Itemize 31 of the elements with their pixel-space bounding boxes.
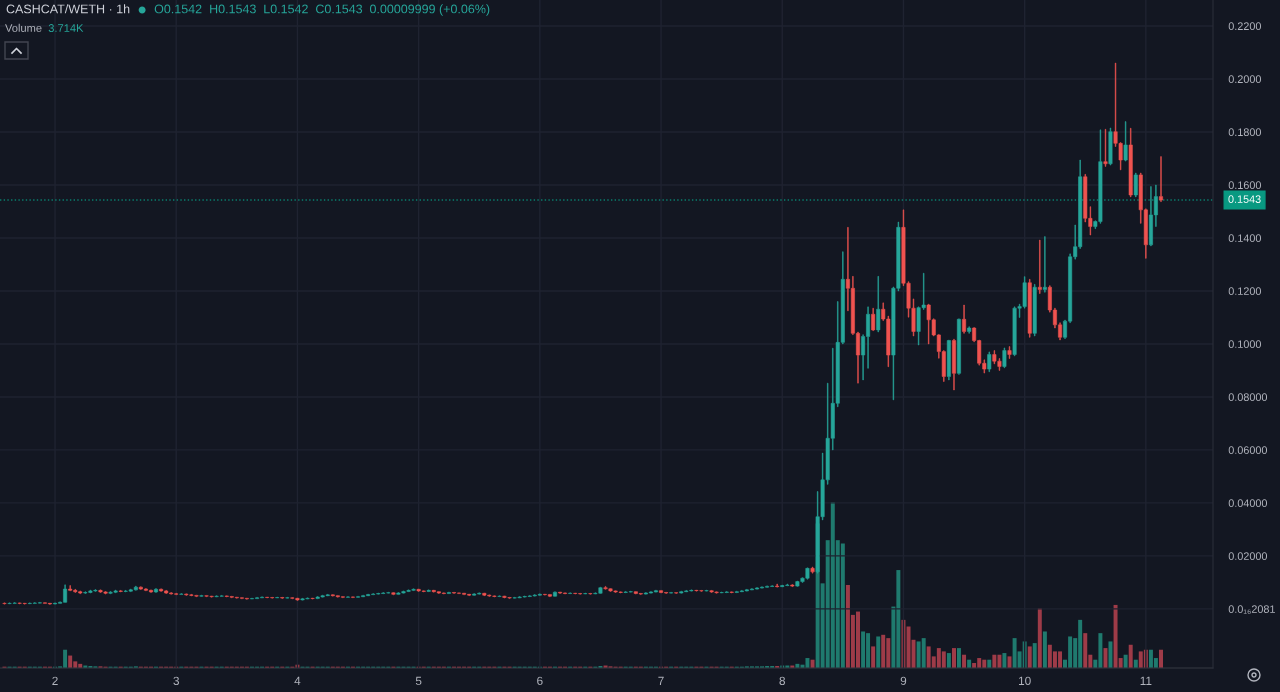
- y-tick-label: 0.04000: [1228, 499, 1268, 507]
- chart-title: Volume: [5, 23, 42, 32]
- x-tick-label: 3: [173, 676, 179, 685]
- x-tick-label: 2: [52, 676, 58, 685]
- y-tick-label: 0.2200: [1228, 22, 1261, 30]
- x-tick-label: 7: [658, 676, 664, 685]
- y-tick-label: 0.1600: [1228, 181, 1261, 189]
- y-tick-label: 0.0₁₆2081: [1228, 605, 1275, 614]
- y-tick-label: 0.1400: [1228, 234, 1261, 242]
- annotation: 3.714K: [48, 24, 84, 32]
- x-tick-label: 9: [900, 676, 907, 685]
- x-tick-label: 4: [294, 676, 301, 685]
- y-tick-label: 0.2000: [1228, 75, 1261, 83]
- ref-line-label: 0.1543: [1228, 195, 1261, 203]
- y-tick-label: 0.06000: [1228, 446, 1268, 454]
- y-tick-label: 0.1800: [1228, 128, 1261, 136]
- y-tick-label: 0.02000: [1228, 552, 1268, 560]
- x-tick-label: 8: [779, 676, 786, 685]
- y-tick-label: 0.1000: [1228, 340, 1261, 348]
- annotation: H0.1543: [210, 4, 256, 14]
- x-tick-label: 6: [537, 676, 543, 685]
- chart-title: CASHCAT/WETH · 1h: [6, 4, 130, 14]
- annotation: O0.1542: [154, 4, 202, 14]
- annotation: L0.1542: [264, 4, 308, 14]
- annotation: 0.00009999 (+0.06%): [369, 4, 490, 16]
- x-tick-label: 11: [1140, 676, 1152, 685]
- y-tick-label: 0.1200: [1228, 287, 1261, 295]
- y-tick-label: 0.08000: [1228, 393, 1268, 401]
- x-tick-label: 5: [415, 676, 422, 685]
- annotation: C0.1543: [316, 4, 363, 14]
- x-tick-label: 10: [1018, 676, 1031, 685]
